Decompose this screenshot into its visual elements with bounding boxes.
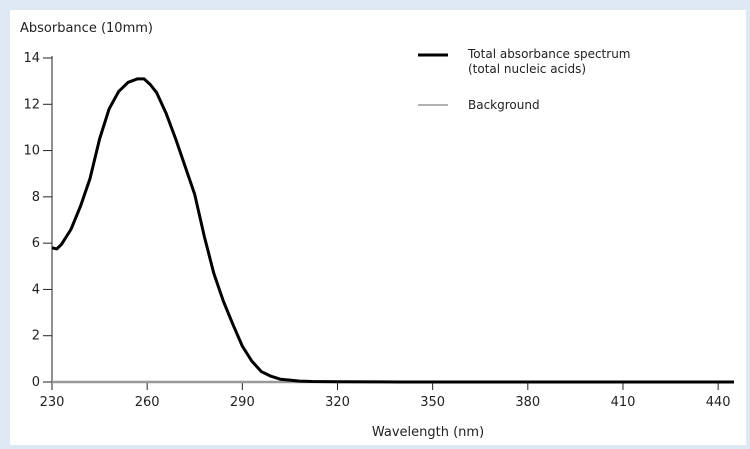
legend-label-total-line2: (total nucleic acids) (468, 62, 586, 76)
y-tick-label: 4 (32, 282, 40, 297)
x-tick-label: 320 (325, 395, 350, 410)
y-axis: 0 2 4 6 8 10 12 14 (23, 51, 53, 390)
x-tick-label: 290 (230, 395, 255, 410)
legend-label-total: Total absorbance spectrum (467, 47, 631, 61)
y-tick-label: 12 (23, 97, 40, 112)
legend-label-background: Background (468, 98, 540, 112)
absorbance-chart: Absorbance (10mm) Wavelength (nm) 0 2 4 6 8 1… (20, 21, 734, 440)
y-tick-label: 2 (32, 329, 40, 344)
chart-panel: Absorbance (10mm) Wavelength (nm) 0 2 4 6 8 1… (10, 10, 746, 445)
y-axis-label: Absorbance (10mm) (20, 21, 153, 36)
x-tick-label: 260 (135, 395, 160, 410)
x-tick-label: 350 (420, 395, 445, 410)
legend: Total absorbance spectrum (total nucleic… (418, 47, 631, 112)
x-axis-label: Wavelength (nm) (372, 425, 484, 440)
x-tick-label: 380 (515, 395, 540, 410)
x-tick-label: 410 (611, 395, 636, 410)
x-tick-label: 230 (40, 395, 65, 410)
x-tick-label: 440 (706, 395, 731, 410)
series-total-absorbance-line (51, 77, 734, 384)
y-tick-label: 0 (32, 375, 40, 390)
y-tick-label: 6 (32, 236, 40, 251)
plot-area (51, 77, 734, 384)
y-tick-label: 8 (32, 190, 40, 205)
y-tick-label: 14 (23, 51, 40, 66)
y-tick-label: 10 (23, 144, 40, 159)
x-axis: 230 260 290 320 350 380 410 440 (40, 381, 734, 410)
